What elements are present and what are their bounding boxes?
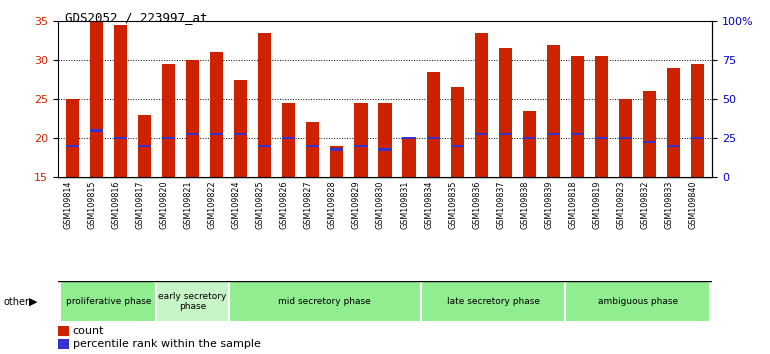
Text: GSM109830: GSM109830 bbox=[376, 180, 385, 229]
Text: GSM109820: GSM109820 bbox=[159, 180, 169, 229]
Bar bbox=[619, 99, 632, 177]
Text: GSM109840: GSM109840 bbox=[689, 180, 698, 229]
Bar bbox=[186, 133, 199, 136]
Bar bbox=[138, 115, 151, 177]
Bar bbox=[210, 133, 223, 136]
Text: GSM109827: GSM109827 bbox=[304, 180, 313, 229]
Bar bbox=[330, 146, 343, 177]
Bar bbox=[691, 64, 705, 177]
Text: GSM109833: GSM109833 bbox=[665, 180, 674, 229]
Text: GSM109835: GSM109835 bbox=[448, 180, 457, 229]
Bar bbox=[499, 133, 512, 136]
Bar bbox=[234, 133, 247, 136]
Bar bbox=[114, 25, 127, 177]
Bar bbox=[547, 45, 560, 177]
Bar bbox=[234, 80, 247, 177]
Text: proliferative phase: proliferative phase bbox=[65, 297, 151, 306]
Text: GSM109818: GSM109818 bbox=[568, 180, 578, 229]
Bar bbox=[378, 148, 392, 151]
Bar bbox=[571, 56, 584, 177]
Bar bbox=[258, 33, 271, 177]
Bar bbox=[186, 60, 199, 177]
Text: GSM109822: GSM109822 bbox=[208, 180, 216, 229]
Text: GSM109821: GSM109821 bbox=[183, 180, 192, 229]
Bar bbox=[258, 144, 271, 147]
Bar bbox=[523, 111, 536, 177]
Bar bbox=[65, 144, 79, 147]
Bar bbox=[667, 68, 681, 177]
Bar bbox=[282, 103, 296, 177]
Bar bbox=[667, 144, 681, 147]
Text: GSM109837: GSM109837 bbox=[497, 180, 505, 229]
Bar bbox=[89, 21, 103, 177]
Text: GSM109829: GSM109829 bbox=[352, 180, 361, 229]
Bar bbox=[450, 144, 464, 147]
Text: GSM109839: GSM109839 bbox=[544, 180, 554, 229]
Bar bbox=[156, 281, 229, 322]
Text: GSM109814: GSM109814 bbox=[63, 180, 72, 229]
Bar bbox=[162, 64, 175, 177]
Text: early secretory
phase: early secretory phase bbox=[159, 292, 226, 312]
Text: GSM109815: GSM109815 bbox=[87, 180, 96, 229]
Text: GSM109838: GSM109838 bbox=[521, 180, 530, 229]
Text: count: count bbox=[73, 326, 105, 336]
Text: GSM109826: GSM109826 bbox=[280, 180, 289, 229]
Bar bbox=[403, 138, 416, 177]
Bar bbox=[643, 91, 656, 177]
Bar bbox=[89, 129, 103, 132]
Text: ambiguous phase: ambiguous phase bbox=[598, 297, 678, 306]
Bar bbox=[523, 137, 536, 139]
Text: ▶: ▶ bbox=[29, 297, 38, 307]
Bar bbox=[499, 48, 512, 177]
Text: GSM109819: GSM109819 bbox=[593, 180, 601, 229]
Bar bbox=[114, 137, 127, 139]
Bar bbox=[403, 137, 416, 139]
Bar bbox=[643, 141, 656, 143]
Bar bbox=[162, 137, 175, 139]
Bar bbox=[571, 133, 584, 136]
Bar bbox=[354, 144, 367, 147]
Text: mid secretory phase: mid secretory phase bbox=[279, 297, 371, 306]
Text: GSM109824: GSM109824 bbox=[232, 180, 240, 229]
Bar bbox=[229, 281, 421, 322]
Bar bbox=[421, 281, 565, 322]
Text: other: other bbox=[4, 297, 30, 307]
Bar bbox=[282, 137, 296, 139]
Bar bbox=[354, 103, 367, 177]
Text: GSM109832: GSM109832 bbox=[641, 180, 650, 229]
Bar bbox=[65, 99, 79, 177]
Bar bbox=[427, 137, 440, 139]
Bar bbox=[450, 87, 464, 177]
Bar bbox=[138, 144, 151, 147]
Bar bbox=[565, 281, 710, 322]
Bar bbox=[58, 339, 69, 349]
Text: GSM109817: GSM109817 bbox=[136, 180, 145, 229]
Bar bbox=[547, 133, 560, 136]
Text: late secretory phase: late secretory phase bbox=[447, 297, 540, 306]
Bar bbox=[595, 137, 608, 139]
Text: percentile rank within the sample: percentile rank within the sample bbox=[73, 339, 261, 349]
Bar bbox=[60, 281, 156, 322]
Bar bbox=[306, 122, 320, 177]
Text: GSM109825: GSM109825 bbox=[256, 180, 265, 229]
Text: GDS2052 / 223997_at: GDS2052 / 223997_at bbox=[65, 11, 208, 24]
Bar bbox=[378, 103, 392, 177]
Text: GSM109831: GSM109831 bbox=[400, 180, 409, 229]
Text: GSM109834: GSM109834 bbox=[424, 180, 433, 229]
Bar bbox=[58, 326, 69, 336]
Bar bbox=[474, 133, 488, 136]
Text: GSM109816: GSM109816 bbox=[112, 180, 120, 229]
Bar bbox=[474, 33, 488, 177]
Bar bbox=[619, 137, 632, 139]
Text: GSM109828: GSM109828 bbox=[328, 180, 336, 229]
Text: GSM109823: GSM109823 bbox=[617, 180, 625, 229]
Bar bbox=[210, 52, 223, 177]
Bar bbox=[330, 148, 343, 151]
Text: GSM109836: GSM109836 bbox=[472, 180, 481, 229]
Bar bbox=[427, 72, 440, 177]
Bar bbox=[691, 137, 705, 139]
Bar bbox=[595, 56, 608, 177]
Bar bbox=[306, 144, 320, 147]
